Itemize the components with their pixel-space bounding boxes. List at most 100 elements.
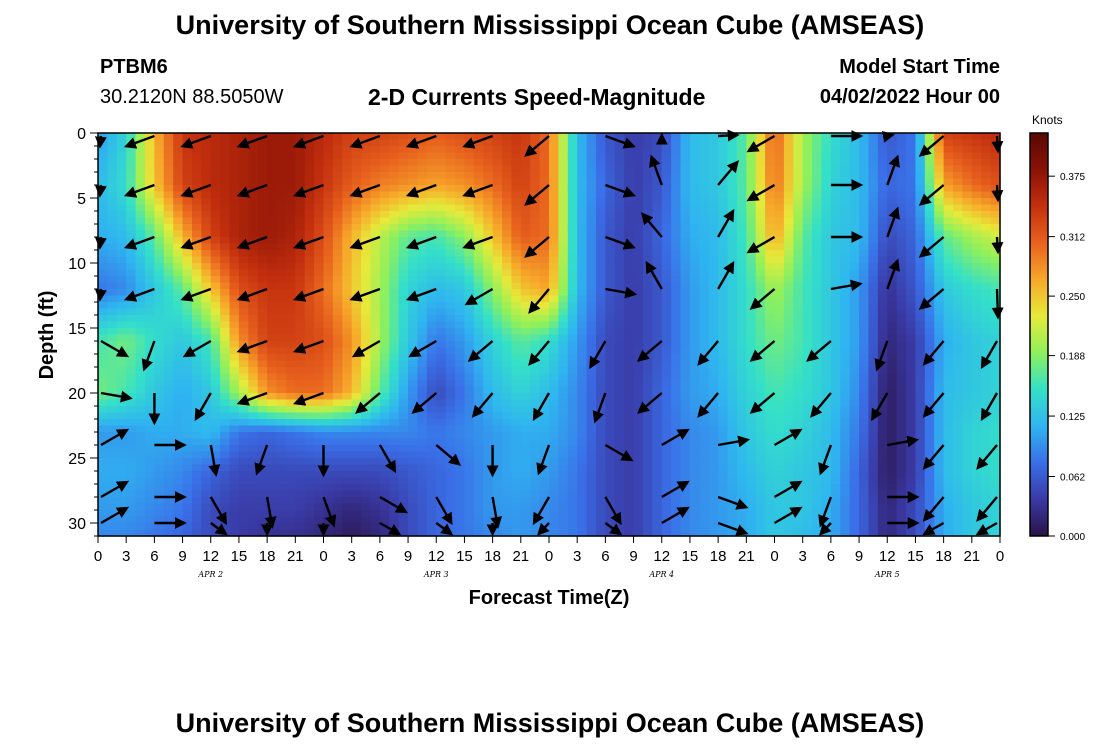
heatmap-cell bbox=[351, 224, 362, 232]
heatmap-cell bbox=[633, 445, 644, 453]
heatmap-cell bbox=[257, 399, 268, 407]
heatmap-cell bbox=[802, 263, 813, 271]
heatmap-cell bbox=[689, 224, 700, 232]
heatmap-cell bbox=[539, 347, 550, 355]
heatmap-cell bbox=[191, 185, 202, 193]
heatmap-cell bbox=[755, 152, 766, 160]
heatmap-cell bbox=[408, 523, 419, 531]
heatmap-cell bbox=[530, 419, 541, 427]
heatmap-cell bbox=[276, 464, 287, 472]
heatmap-cell bbox=[539, 295, 550, 303]
heatmap-cell bbox=[342, 425, 353, 433]
heatmap-cell bbox=[783, 146, 794, 154]
heatmap-cell bbox=[689, 503, 700, 511]
heatmap-cell bbox=[455, 412, 466, 420]
heatmap-cell bbox=[455, 484, 466, 492]
heatmap-cell bbox=[210, 425, 221, 433]
heatmap-cell bbox=[511, 146, 522, 154]
heatmap-cell bbox=[398, 497, 409, 505]
heatmap-cell bbox=[549, 315, 559, 323]
heatmap-cell bbox=[652, 139, 663, 147]
heatmap-cell bbox=[755, 523, 766, 531]
heatmap-cell bbox=[821, 289, 832, 297]
heatmap-cell bbox=[323, 458, 334, 466]
heatmap-cell bbox=[736, 412, 747, 420]
heatmap-cell bbox=[633, 185, 644, 193]
heatmap-cell bbox=[267, 334, 278, 342]
heatmap-cell bbox=[595, 133, 606, 141]
heatmap-cell bbox=[257, 295, 268, 303]
heatmap-cell bbox=[332, 178, 343, 186]
heatmap-cell bbox=[210, 432, 221, 440]
heatmap-cell bbox=[689, 360, 700, 368]
heatmap-cell bbox=[699, 146, 710, 154]
heatmap-cell bbox=[492, 302, 503, 310]
heatmap-cell bbox=[173, 308, 184, 316]
heatmap-cell bbox=[455, 451, 466, 459]
heatmap-cell bbox=[276, 386, 287, 394]
heatmap-cell bbox=[379, 276, 390, 284]
heatmap-cell bbox=[671, 328, 682, 336]
heatmap-cell bbox=[708, 146, 719, 154]
heatmap-cell bbox=[614, 432, 625, 440]
heatmap-cell bbox=[680, 380, 691, 388]
heatmap-cell bbox=[163, 308, 174, 316]
heatmap-cell bbox=[718, 152, 729, 160]
heatmap-cell bbox=[210, 276, 221, 284]
heatmap-cell bbox=[163, 243, 174, 251]
heatmap-cell bbox=[812, 484, 823, 492]
heatmap-cell bbox=[116, 263, 127, 271]
heatmap-cell bbox=[182, 529, 193, 537]
heatmap-cell bbox=[276, 269, 287, 277]
heatmap-cell bbox=[633, 178, 644, 186]
heatmap-cell bbox=[652, 243, 663, 251]
heatmap-cell bbox=[633, 471, 644, 479]
heatmap-cell bbox=[577, 276, 588, 284]
heatmap-cell bbox=[614, 451, 625, 459]
heatmap-cell bbox=[276, 172, 287, 180]
heatmap-cell bbox=[304, 347, 315, 355]
heatmap-cell bbox=[718, 406, 729, 414]
heatmap-cell bbox=[332, 529, 343, 537]
heatmap-cell bbox=[511, 133, 522, 141]
heatmap-cell bbox=[248, 419, 259, 427]
heatmap-cell bbox=[389, 425, 400, 433]
heatmap-cell bbox=[135, 308, 146, 316]
heatmap-cell bbox=[220, 146, 231, 154]
heatmap-cell bbox=[736, 458, 747, 466]
heatmap-cell bbox=[689, 282, 700, 290]
heatmap-cell bbox=[755, 211, 766, 219]
heatmap-cell bbox=[661, 354, 672, 362]
heatmap-cell bbox=[98, 386, 108, 394]
heatmap-cell bbox=[558, 159, 569, 167]
heatmap-cell bbox=[398, 328, 409, 336]
heatmap-cell bbox=[107, 373, 118, 381]
heatmap-cell bbox=[191, 425, 202, 433]
heatmap-cell bbox=[539, 230, 550, 238]
heatmap-cell bbox=[191, 432, 202, 440]
heatmap-cell bbox=[248, 159, 259, 167]
heatmap-cell bbox=[511, 367, 522, 375]
heatmap-cell bbox=[511, 243, 522, 251]
heatmap-cell bbox=[614, 263, 625, 271]
heatmap-cell bbox=[154, 302, 165, 310]
heatmap-cell bbox=[417, 191, 428, 199]
heatmap-cell bbox=[332, 295, 343, 303]
heatmap-cell bbox=[276, 133, 287, 141]
heatmap-cell bbox=[765, 211, 776, 219]
heatmap-cell bbox=[558, 529, 569, 537]
heatmap-cell bbox=[586, 529, 597, 537]
heatmap-cell bbox=[229, 224, 240, 232]
heatmap-cell bbox=[793, 360, 804, 368]
heatmap-cell bbox=[351, 373, 362, 381]
heatmap-cell bbox=[718, 328, 729, 336]
heatmap-cell bbox=[614, 224, 625, 232]
heatmap-cell bbox=[473, 237, 484, 245]
heatmap-cell bbox=[182, 516, 193, 524]
heatmap-cell bbox=[135, 315, 146, 323]
heatmap-cell bbox=[502, 503, 513, 511]
heatmap-cell bbox=[276, 237, 287, 245]
heatmap-cell bbox=[126, 256, 137, 264]
heatmap-cell bbox=[483, 165, 494, 173]
heatmap-cell bbox=[586, 256, 597, 264]
